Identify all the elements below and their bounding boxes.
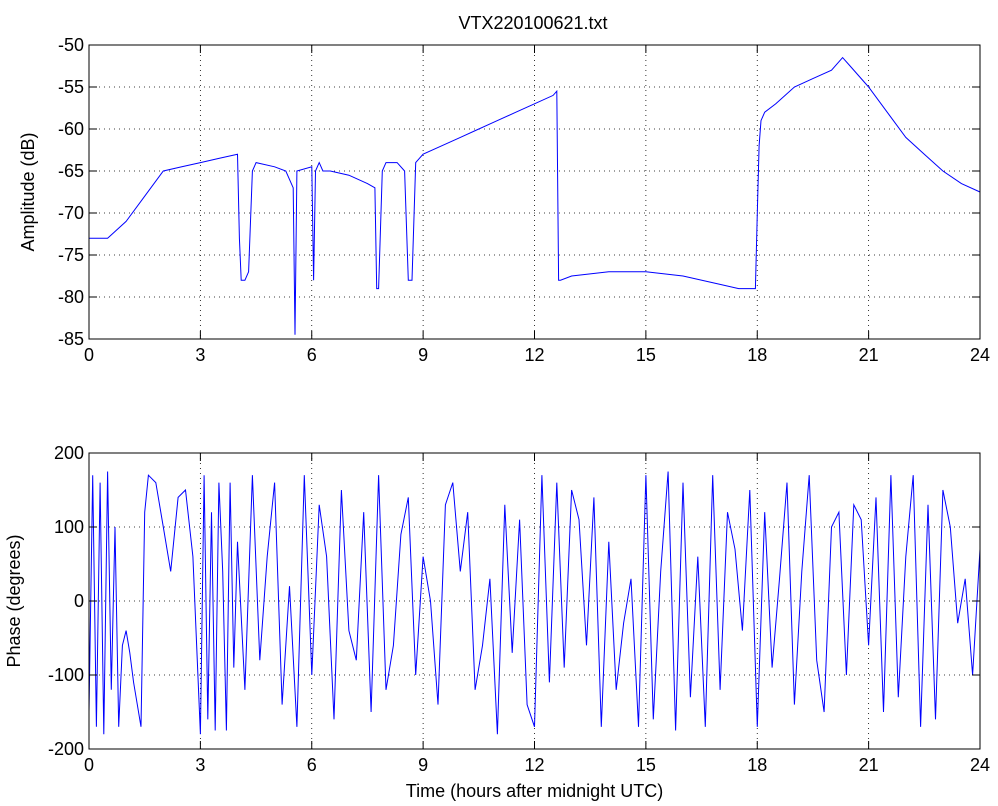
- x-tick-label: 9: [418, 755, 428, 775]
- y-tick-label: 200: [54, 443, 84, 463]
- x-tick-label: 12: [524, 345, 544, 365]
- x-tick-label: 6: [307, 345, 317, 365]
- x-tick-label: 0: [84, 755, 94, 775]
- x-tick-label: 6: [307, 755, 317, 775]
- amplitude-x-ticks: 0 3 6 9 12 15 18 21 24: [84, 45, 990, 365]
- phase-y-ticks: -200 -100 0 100 200: [48, 443, 980, 759]
- chart-title: VTX220100621.txt: [458, 13, 607, 33]
- y-tick-label: 0: [74, 591, 84, 611]
- x-tick-label: 12: [524, 755, 544, 775]
- x-tick-label: 15: [636, 755, 656, 775]
- amplitude-series-line: [89, 56, 981, 335]
- y-tick-label: -55: [58, 77, 84, 97]
- x-tick-label: 24: [970, 755, 990, 775]
- x-tick-label: 18: [747, 345, 767, 365]
- y-tick-label: -80: [58, 287, 84, 307]
- x-tick-label: 3: [195, 345, 205, 365]
- y-tick-label: -50: [58, 35, 84, 55]
- y-tick-label: -60: [58, 119, 84, 139]
- y-tick-label: -75: [58, 245, 84, 265]
- x-tick-label: 18: [747, 755, 767, 775]
- phase-x-ticks: 0 3 6 9 12 15 18 21 24: [84, 453, 990, 775]
- x-tick-label: 3: [195, 755, 205, 775]
- y-tick-label: -65: [58, 161, 84, 181]
- time-x-axis-label: Time (hours after midnight UTC): [406, 781, 663, 801]
- x-tick-label: 9: [418, 345, 428, 365]
- y-tick-label: 100: [54, 517, 84, 537]
- y-tick-label: -85: [58, 329, 84, 349]
- x-tick-label: 0: [84, 345, 94, 365]
- phase-series-line: [88, 471, 981, 735]
- phase-y-axis-label: Phase (degrees): [4, 534, 24, 667]
- y-tick-label: -200: [48, 739, 84, 759]
- amplitude-y-ticks: -85 -80 -75 -70 -65 -60 -55 -50: [58, 35, 980, 349]
- x-tick-label: 21: [859, 345, 879, 365]
- amplitude-chart: 0 3 6 9 12 15 18 21 24 -85-80-75-70-65-60-55-50 …: [18, 35, 990, 365]
- y-tick-label: -70: [58, 203, 84, 223]
- y-tick-label: -100: [48, 665, 84, 685]
- x-tick-label: 15: [636, 345, 656, 365]
- phase-chart: 0 3 6 9 12 15 18 21 24 -200 -100 0 100 200 Phase (de…: [4, 443, 990, 801]
- x-tick-label: 21: [859, 755, 879, 775]
- amplitude-y-axis-label: Amplitude (dB): [18, 132, 38, 251]
- x-tick-label: 24: [970, 345, 990, 365]
